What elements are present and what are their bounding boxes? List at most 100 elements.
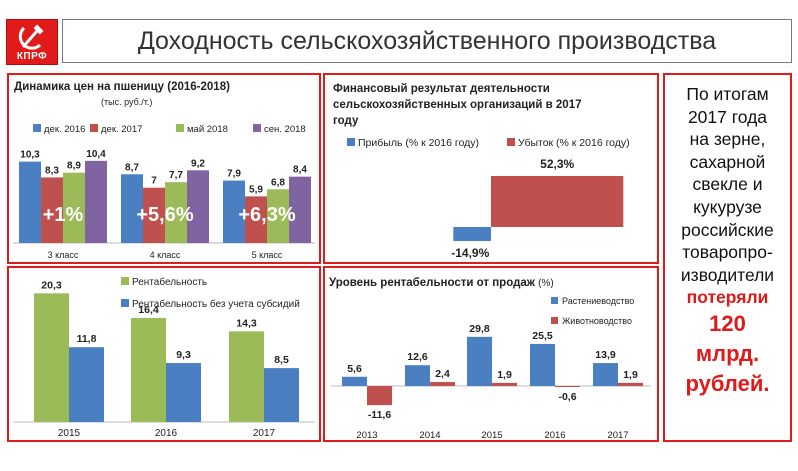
data-label: 29,8 <box>469 323 490 335</box>
category-label: 2016 <box>155 428 178 439</box>
legend-label: Прибыль (% к 2016 году) <box>358 137 479 149</box>
data-label: 14,3 <box>236 317 257 329</box>
data-label: 2,4 <box>435 368 450 380</box>
data-label: 8,7 <box>125 162 139 173</box>
change-overlay: +5,6% <box>136 204 193 226</box>
side-note-highlight: потеряли <box>686 287 769 308</box>
bar <box>229 331 264 422</box>
category-label: 2015 <box>481 430 502 440</box>
profitability-chart: Рентабельность Рентабельность без учета с… <box>13 276 315 439</box>
bar <box>85 160 107 243</box>
side-note-amount: 120 <box>709 310 746 336</box>
data-label: 5,9 <box>249 184 263 195</box>
data-label: 1,9 <box>623 369 638 381</box>
data-label: 13,9 <box>595 349 616 361</box>
bar <box>430 382 455 386</box>
legend-swatch <box>347 138 355 146</box>
category-label: 2013 <box>356 430 377 440</box>
category-label: 2017 <box>607 430 628 440</box>
legend-label: дек. 2017 <box>101 124 142 135</box>
legend-label: май 2018 <box>187 124 228 135</box>
chart-title: Уровень рентабельности от продаж (%) <box>329 277 554 289</box>
data-label: -14,9% <box>451 246 489 260</box>
bar <box>143 187 165 243</box>
legend-label: Рентабельность <box>132 276 207 288</box>
sales-profitability-chart: Уровень рентабельности от продаж (%) Раст… <box>329 277 651 440</box>
bar <box>69 347 104 422</box>
panel-profitability: Рентабельность Рентабельность без учета с… <box>7 266 321 442</box>
category-label: 3 класс <box>48 250 79 260</box>
logo-text: КПРФ <box>16 51 48 62</box>
hammer-sickle-icon <box>18 24 44 50</box>
bar <box>555 386 580 387</box>
data-label: 16,4 <box>138 304 159 316</box>
data-label: -0,6 <box>558 391 576 403</box>
category-label: 5 класс <box>252 250 283 260</box>
chart-title: Финансовый результат деятельности <box>333 83 550 95</box>
bar <box>121 174 143 243</box>
legend-swatch <box>121 299 129 307</box>
bar <box>467 336 492 386</box>
data-label: 11,8 <box>77 333 97 345</box>
chart-title: году <box>333 115 359 127</box>
legend-label: Растениеводство <box>562 296 634 306</box>
legend-label: дек. 2016 <box>44 124 85 135</box>
bar <box>187 170 209 243</box>
bar <box>593 363 618 386</box>
financial-result-chart: Финансовый результат деятельности сельско… <box>333 83 630 260</box>
legend-swatch <box>90 124 98 132</box>
side-note-line: кукурузе <box>693 196 762 217</box>
bar <box>405 365 430 386</box>
legend-swatch <box>176 124 184 132</box>
chart-title: Динамика цен на пшеницу (2016-2018) <box>14 81 230 93</box>
legend-swatch <box>253 124 261 132</box>
bar <box>492 382 517 386</box>
panel-sales-profitability: Уровень рентабельности от продаж (%) Раст… <box>323 266 659 442</box>
change-overlay: +1% <box>43 204 84 226</box>
side-note-line: По итогам <box>686 84 769 104</box>
side-note-line: 2017 года <box>687 106 768 127</box>
bar <box>131 318 166 422</box>
page-title-box: Доходность сельскохозяйственного произво… <box>62 19 792 63</box>
data-label: 52,3% <box>540 157 574 171</box>
bar <box>264 368 299 422</box>
bar <box>618 382 643 386</box>
data-label: 10,4 <box>86 149 106 160</box>
bar <box>41 177 63 243</box>
bar <box>245 196 267 243</box>
bar <box>367 386 392 406</box>
panel-wheat-prices: Динамика цен на пшеницу (2016-2018) (тыс.… <box>7 73 321 264</box>
party-logo: КПРФ <box>6 19 58 65</box>
chart-subtitle: (тыс. руб./т.) <box>101 97 152 107</box>
side-note-unit-2: рублей. <box>685 370 770 396</box>
side-note-line: сахарной <box>689 151 766 172</box>
bar <box>63 172 85 243</box>
category-label: 2016 <box>544 430 565 440</box>
bar <box>223 180 245 243</box>
side-note-line: изводители <box>680 264 775 285</box>
data-label: 6,8 <box>271 177 285 188</box>
legend-label: Убыток (% к 2016 году) <box>518 137 630 149</box>
data-label: 8,4 <box>293 165 307 176</box>
bar <box>491 176 624 227</box>
change-overlay: +6,3% <box>238 204 295 226</box>
category-label: 2015 <box>58 428 81 439</box>
legend-label: Животноводство <box>562 316 632 326</box>
legend-swatch <box>551 317 558 324</box>
data-label: 9,2 <box>191 158 205 169</box>
panel-financial-result: Финансовый результат деятельности сельско… <box>323 73 659 264</box>
data-label: 5,6 <box>347 363 362 375</box>
category-label: 4 класс <box>150 250 181 260</box>
side-note-line: на зерне, <box>689 129 766 150</box>
data-label: 25,5 <box>532 330 553 342</box>
legend-label: Рентабельность без учета субсидий <box>132 298 300 310</box>
bar <box>19 161 41 243</box>
legend-swatch <box>507 138 515 146</box>
side-note: По итогам 2017 года на зерне, сахарной с… <box>665 83 790 399</box>
data-label: 7,9 <box>227 169 241 180</box>
data-label: 9,3 <box>176 349 191 361</box>
side-note-line: свекле и <box>692 174 763 195</box>
side-note-line: товаропро- <box>682 242 773 263</box>
bar <box>34 293 69 422</box>
data-label: 20,3 <box>41 279 62 291</box>
